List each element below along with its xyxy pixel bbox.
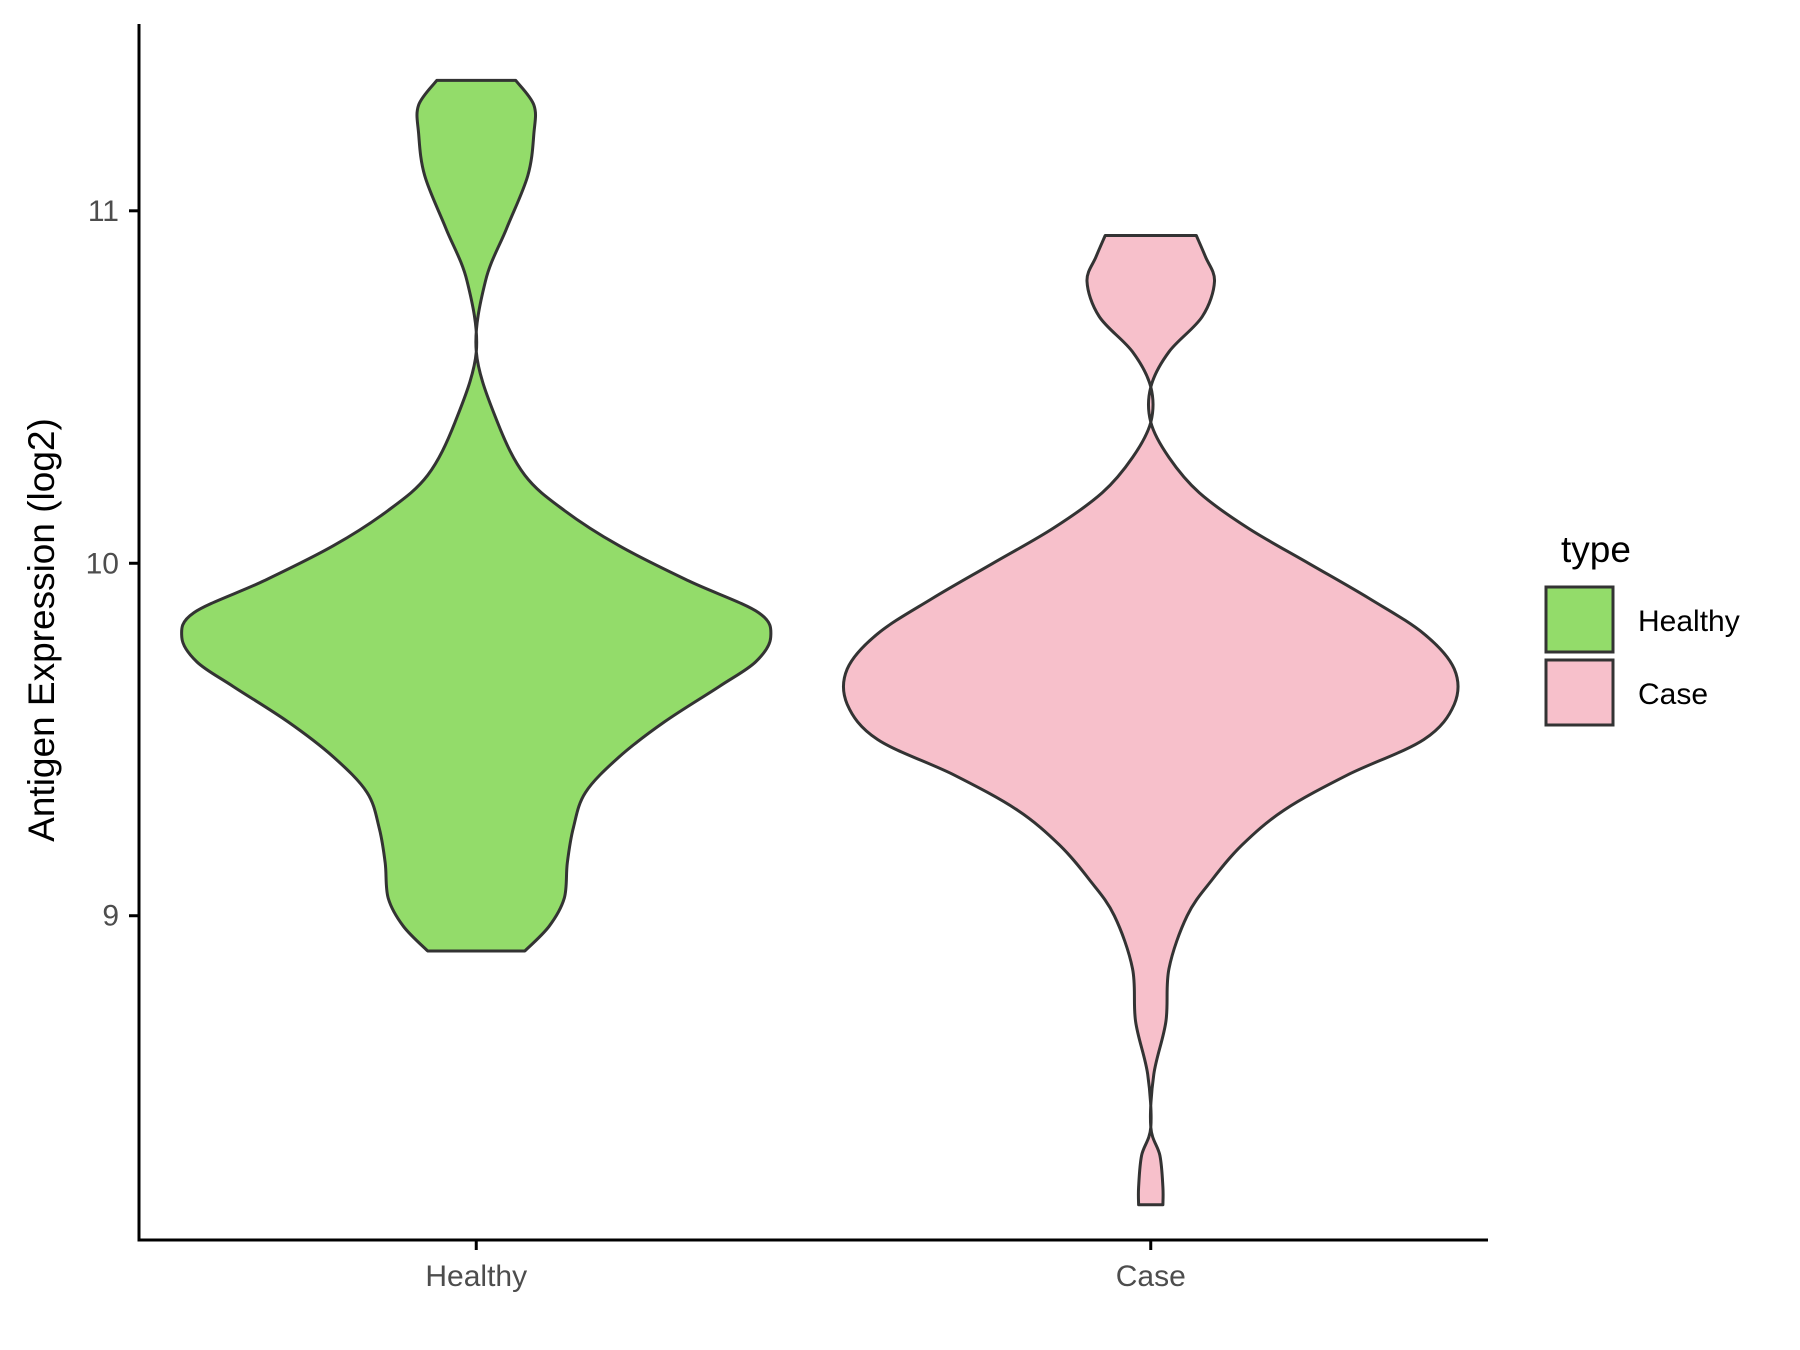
legend-label: Case — [1638, 678, 1708, 711]
y-axis-title: Antigen Expression (log2) — [21, 418, 62, 842]
x-tick-label: Case — [1116, 1260, 1186, 1293]
violin-healthy — [180, 78, 773, 953]
legend-swatch-case — [1544, 658, 1615, 727]
violins-layer — [180, 78, 1460, 1207]
violin-case — [841, 234, 1460, 1207]
legend-title: type — [1561, 529, 1631, 570]
legend: type Healthy Case — [1544, 529, 1740, 727]
y-tick-label: 10 — [86, 547, 119, 580]
x-tick-label: Healthy — [425, 1260, 527, 1293]
legend-entries: Healthy Case — [1544, 585, 1740, 727]
legend-label: Healthy — [1638, 605, 1740, 638]
y-tick-label: 9 — [102, 900, 119, 933]
y-tick-label: 11 — [88, 195, 119, 228]
y-ticks: 9 10 11 — [86, 195, 139, 933]
legend-swatch-healthy — [1544, 585, 1615, 654]
x-ticks: Healthy Case — [425, 1240, 1186, 1293]
